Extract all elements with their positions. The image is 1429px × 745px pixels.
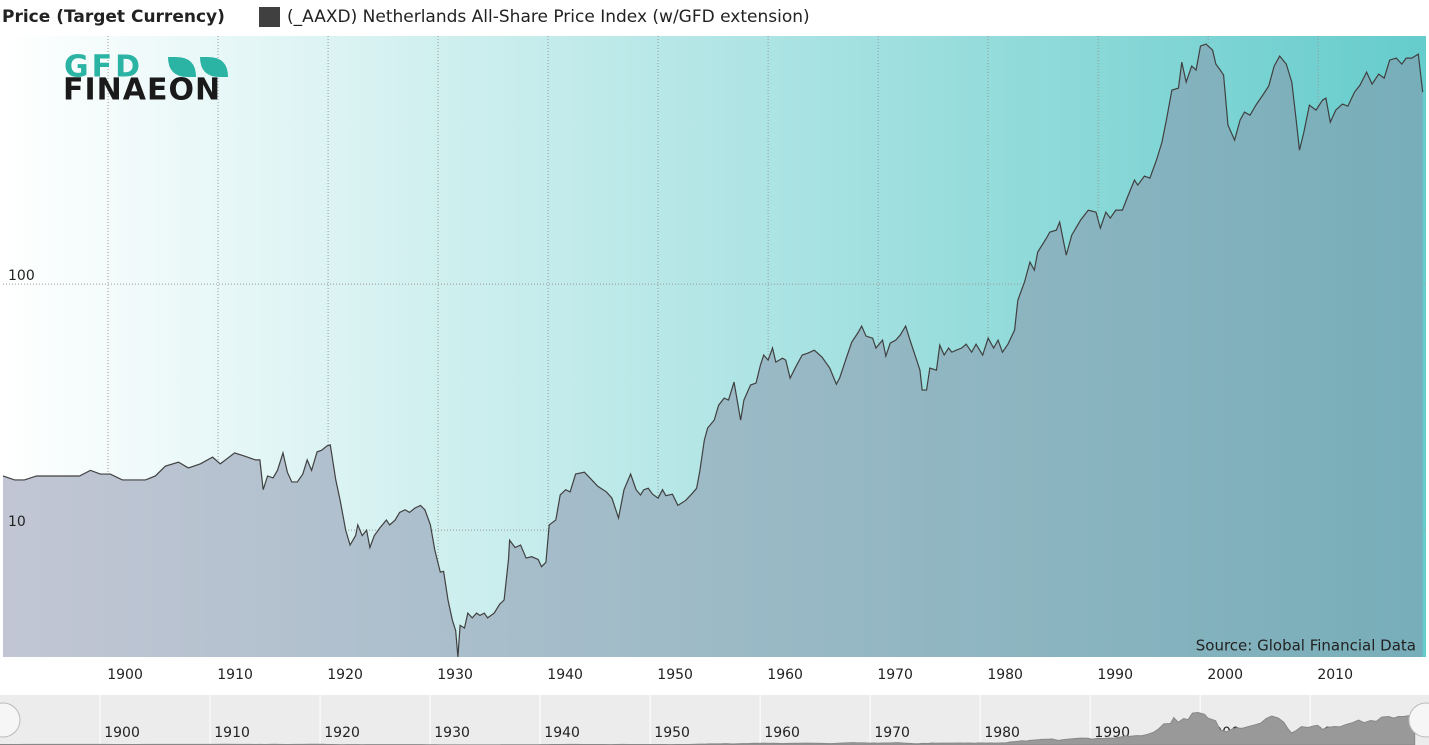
navigator-tick-label: 1960 <box>764 725 800 741</box>
y-tick-label: 10 <box>8 514 26 530</box>
legend-swatch[interactable] <box>259 7 280 27</box>
navigator-tick-label: 1950 <box>654 725 690 741</box>
navigator-tick-label: 1940 <box>544 725 580 741</box>
x-tick-label: 1900 <box>107 667 143 683</box>
logo: GFD FINAEON <box>63 50 228 108</box>
x-tick-label: 1990 <box>1097 667 1133 683</box>
series-line <box>2 43 1424 658</box>
plot <box>2 43 1424 658</box>
navigator-tick-label: 1980 <box>984 725 1020 741</box>
x-tick-label: 2000 <box>1207 667 1243 683</box>
x-tick-label: 1920 <box>327 667 363 683</box>
y-tick-label: 100 <box>8 268 35 284</box>
navigator-handle[interactable] <box>1408 702 1429 738</box>
x-tick-label: 1960 <box>767 667 803 683</box>
x-tick-label: 1940 <box>547 667 583 683</box>
logo-text: FINAEON <box>63 73 221 108</box>
navigator-tick-label: 1900 <box>104 725 140 741</box>
source-note: Source: Global Financial Data <box>1196 637 1416 655</box>
logo-leaf <box>168 57 228 77</box>
x-tick-label: 1910 <box>217 667 253 683</box>
chart-title: Price (Target Currency) <box>2 7 225 27</box>
navigator-handle[interactable] <box>0 702 21 738</box>
navigator-tick-label: 1930 <box>434 725 470 741</box>
navigator-tick-label: 1920 <box>324 725 360 741</box>
legend-entry[interactable]: (_AAXD) Netherlands All-Share Price Inde… <box>287 7 810 27</box>
x-tick-label: 1980 <box>987 667 1023 683</box>
x-tick-label: 2010 <box>1317 667 1353 683</box>
x-tick-label: 1950 <box>657 667 693 683</box>
x-tick-label: 1970 <box>877 667 913 683</box>
area-fill <box>3 44 1423 657</box>
logo-text: GFD <box>64 50 143 85</box>
navigator-tick-label: 1970 <box>874 725 910 741</box>
navigator: 1900 1910 1920 1930 1940 1950 1960 1970 1980 1990… <box>0 695 1416 745</box>
navigator-tick-label: 1910 <box>214 725 250 741</box>
x-tick-label: 1930 <box>437 667 473 683</box>
